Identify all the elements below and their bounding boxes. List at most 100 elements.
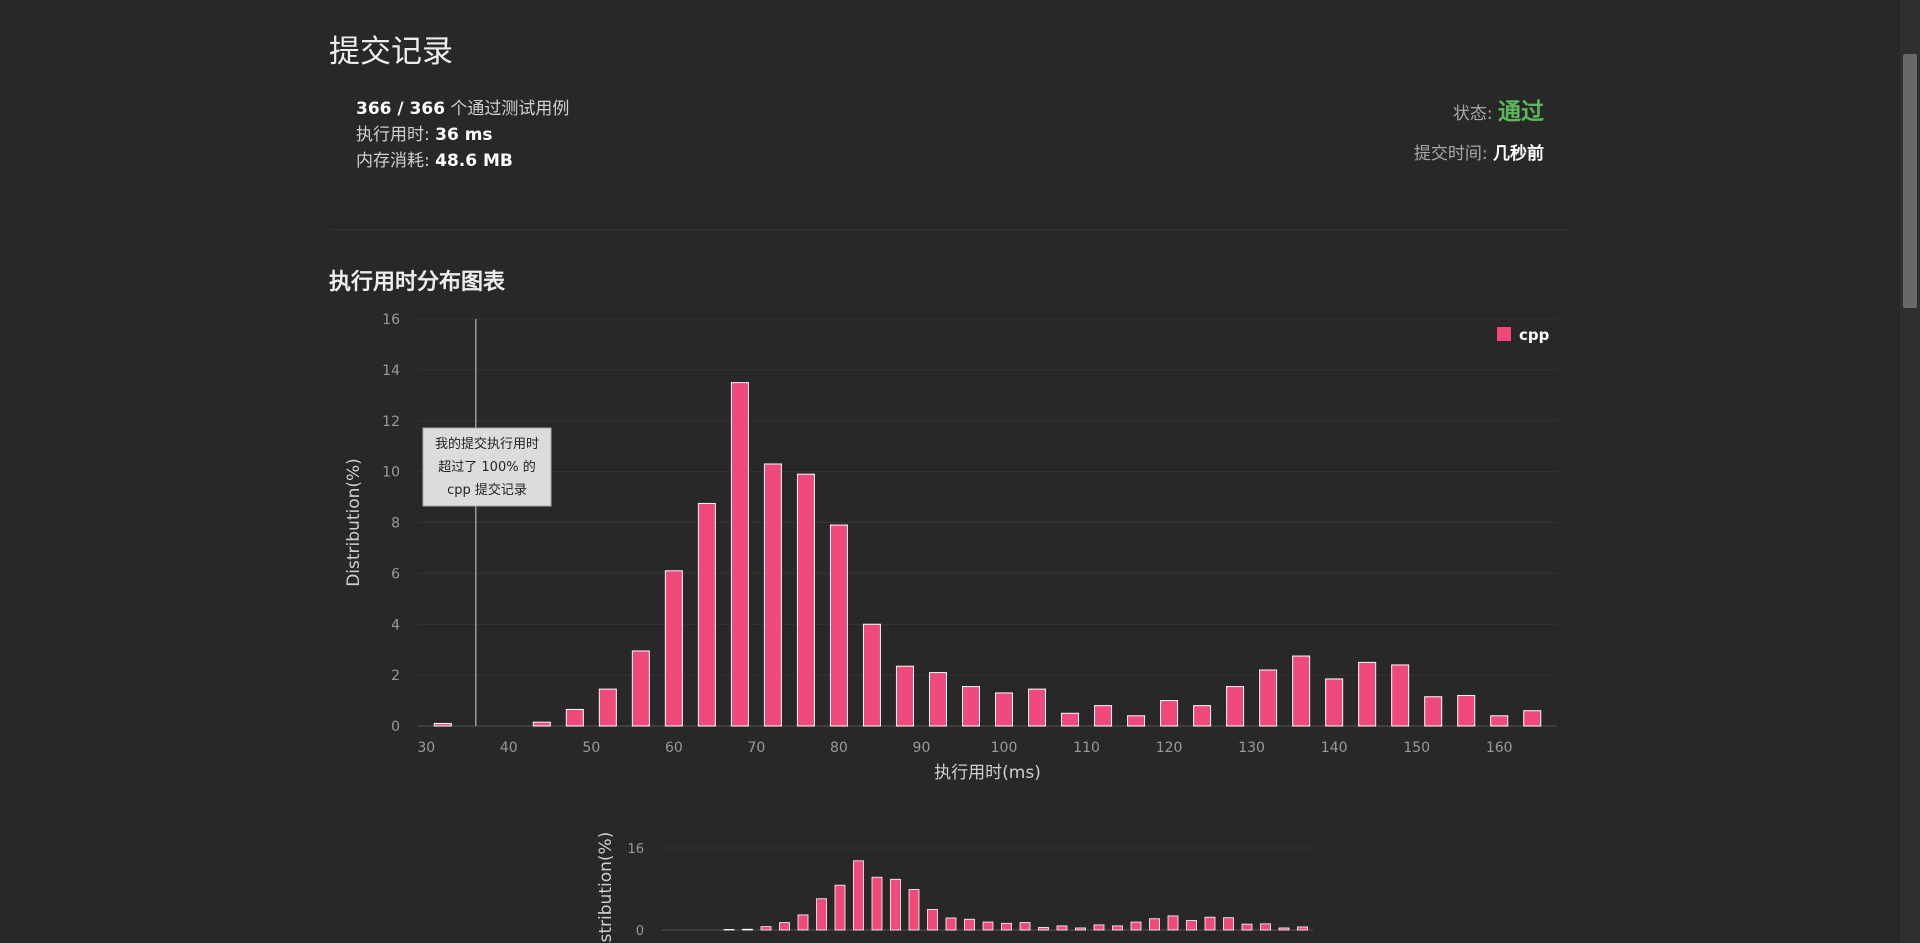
section-title: 执行用时分布图表 <box>329 270 506 295</box>
passed-count: 366 / 366 <box>356 99 446 119</box>
x-tick-label: 130 <box>1238 740 1265 756</box>
bar[interactable] <box>1292 655 1311 727</box>
mini-y-tick-label: 16 <box>627 842 644 857</box>
marker-annotation-line: cpp 提交记录 <box>447 482 527 498</box>
status-label: 状态: <box>1452 104 1498 124</box>
scrollbar-thumb[interactable] <box>1903 54 1917 308</box>
bar[interactable] <box>1424 696 1443 727</box>
mini-bar <box>760 926 772 931</box>
runtime-value: 36 ms <box>435 125 493 145</box>
bar[interactable] <box>1523 710 1542 727</box>
x-tick-label: 120 <box>1156 740 1183 756</box>
bar[interactable] <box>730 382 749 727</box>
mini-bar <box>742 928 753 931</box>
submit-time-value: 几秒前 <box>1493 144 1544 164</box>
runtime-overview-chart[interactable]: 0 16 Distribution(%) <box>585 828 1325 943</box>
bar[interactable] <box>565 708 584 727</box>
bar[interactable] <box>895 665 914 727</box>
mini-bar <box>797 914 809 931</box>
mini-bar <box>1167 915 1179 931</box>
mini-bar <box>1001 922 1012 931</box>
bar[interactable] <box>763 463 782 727</box>
mini-y-tick-label: 0 <box>636 924 644 939</box>
bar[interactable] <box>1391 664 1410 727</box>
bar[interactable] <box>961 686 980 727</box>
y-tick-label: 8 <box>391 516 400 532</box>
y-axis-title: Distribution(%) <box>344 458 364 587</box>
bar[interactable] <box>1127 715 1146 727</box>
mini-bar <box>853 860 864 931</box>
legend-swatch[interactable] <box>1497 327 1511 341</box>
bar[interactable] <box>1457 694 1476 727</box>
memory-label: 内存消耗: <box>356 151 436 171</box>
bar[interactable] <box>697 502 716 727</box>
y-tick-label: 0 <box>391 719 400 735</box>
x-tick-label: 90 <box>913 740 931 756</box>
mini-bar <box>871 876 883 931</box>
mini-bar <box>1297 926 1308 931</box>
bar[interactable] <box>598 688 617 727</box>
bar[interactable] <box>1094 705 1113 727</box>
x-tick-label: 80 <box>830 740 848 756</box>
mini-bar <box>964 918 975 931</box>
x-tick-label: 40 <box>500 740 518 756</box>
mini-bar <box>927 909 938 931</box>
bar[interactable] <box>631 650 650 727</box>
divider <box>329 229 1569 230</box>
memory-value: 48.6 MB <box>435 151 513 171</box>
y-tick-label: 2 <box>391 668 400 684</box>
x-tick-label: 70 <box>747 740 765 756</box>
marker-annotation-line: 超过了 100% 的 <box>438 459 535 475</box>
bar[interactable] <box>862 623 881 727</box>
mini-bar <box>1056 925 1068 931</box>
bar[interactable] <box>1193 705 1212 727</box>
bar[interactable] <box>1358 661 1377 727</box>
mini-bar <box>1223 917 1234 931</box>
bar[interactable] <box>1028 688 1047 727</box>
x-tick-label: 160 <box>1486 740 1513 756</box>
page-title: 提交记录 <box>329 34 453 70</box>
memory-line: 内存消耗: 48.6 MB <box>356 148 569 174</box>
bar[interactable] <box>796 473 815 727</box>
bar[interactable] <box>1160 700 1179 727</box>
x-tick-label: 110 <box>1073 740 1100 756</box>
x-tick-label: 30 <box>417 740 435 756</box>
runtime-line: 执行用时: 36 ms <box>356 122 569 148</box>
y-tick-label: 10 <box>382 465 400 481</box>
bar[interactable] <box>1325 678 1344 727</box>
bar[interactable] <box>433 722 452 727</box>
scrollbar[interactable] <box>1900 0 1920 943</box>
mini-bar <box>723 929 735 931</box>
bar[interactable] <box>1490 715 1509 727</box>
mini-bar <box>1019 922 1031 931</box>
mini-bar <box>1278 927 1290 931</box>
passed-suffix: 个通过测试用例 <box>445 99 570 119</box>
mini-bar <box>1130 921 1142 931</box>
bar[interactable] <box>1226 686 1245 727</box>
testcase-line: 366 / 366 个通过测试用例 <box>356 96 569 122</box>
submit-time-label: 提交时间: <box>1413 144 1493 164</box>
submission-status: 状态: 通过 提交时间: 几秒前 <box>1414 92 1544 174</box>
bar[interactable] <box>829 524 848 727</box>
submission-summary: 366 / 366 个通过测试用例 执行用时: 36 ms 内存消耗: 48.6… <box>356 96 569 174</box>
bar[interactable] <box>1061 712 1080 727</box>
y-tick-label: 14 <box>382 363 400 379</box>
submit-time-line: 提交时间: 几秒前 <box>1414 134 1544 174</box>
bar[interactable] <box>1259 669 1278 727</box>
mini-bar <box>945 917 957 931</box>
x-tick-label: 60 <box>665 740 683 756</box>
mini-bar <box>816 898 827 931</box>
bar[interactable] <box>664 570 683 727</box>
mini-bar <box>834 884 846 931</box>
y-tick-label: 16 <box>382 312 400 328</box>
mini-bar <box>982 921 994 931</box>
bar[interactable] <box>532 721 551 727</box>
mini-bar <box>1075 927 1086 931</box>
bar[interactable] <box>928 672 947 727</box>
mini-bar <box>1149 918 1160 931</box>
x-tick-label: 140 <box>1321 740 1348 756</box>
mini-bar <box>890 878 901 931</box>
legend-label[interactable]: cpp <box>1519 326 1550 344</box>
status-badge: 通过 <box>1498 99 1544 125</box>
bar[interactable] <box>995 692 1014 727</box>
